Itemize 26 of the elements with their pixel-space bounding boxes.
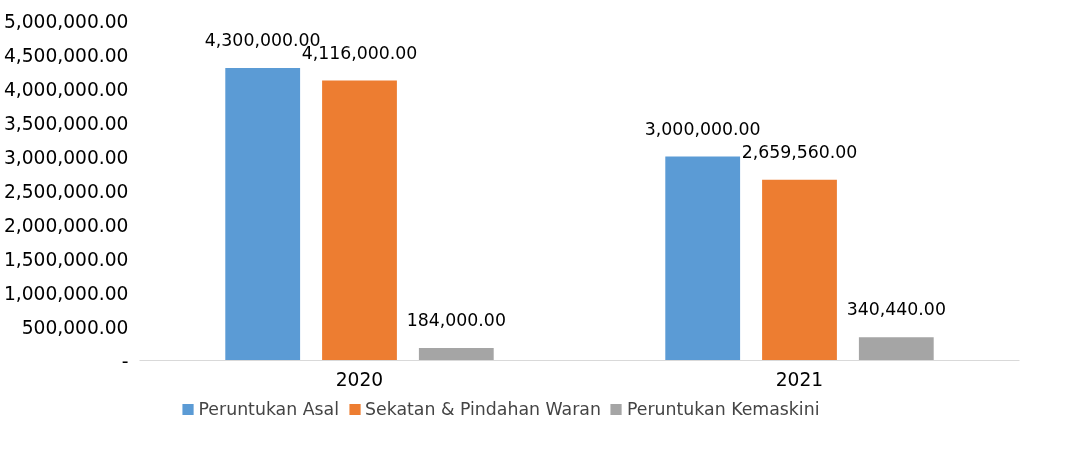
data-label: 2,659,560.00	[741, 141, 858, 162]
y-tick-label: 5,000,000.00	[3, 10, 129, 32]
bar	[418, 347, 494, 361]
legend-label: Peruntukan Asal	[198, 399, 340, 419]
x-tick-label: 2020	[335, 368, 384, 390]
y-tick-label: 1,500,000.00	[3, 248, 129, 270]
y-tick-label: 500,000.00	[21, 316, 129, 338]
bar	[225, 68, 301, 361]
bar	[665, 156, 741, 361]
data-label: 340,440.00	[846, 299, 946, 320]
x-tick-label: 2021	[775, 368, 824, 390]
bar	[858, 337, 934, 361]
y-tick-label: 2,000,000.00	[3, 214, 129, 236]
legend-label: Sekatan & Pindahan Waran	[365, 399, 601, 419]
bar	[762, 179, 837, 361]
data-label: 3,000,000.00	[644, 118, 761, 139]
y-tick-label: 3,500,000.00	[3, 112, 129, 134]
y-tick-label: 4,500,000.00	[3, 44, 129, 66]
bar	[322, 80, 397, 361]
data-label: 184,000.00	[406, 309, 506, 330]
legend-label: Peruntukan Kemaskini	[626, 399, 820, 419]
y-tick-label: -	[121, 350, 129, 372]
y-tick-label: 2,500,000.00	[3, 180, 129, 202]
y-tick-label: 3,000,000.00	[3, 146, 129, 168]
y-tick-label: 1,000,000.00	[3, 282, 129, 304]
y-tick-label: 4,000,000.00	[3, 78, 129, 100]
